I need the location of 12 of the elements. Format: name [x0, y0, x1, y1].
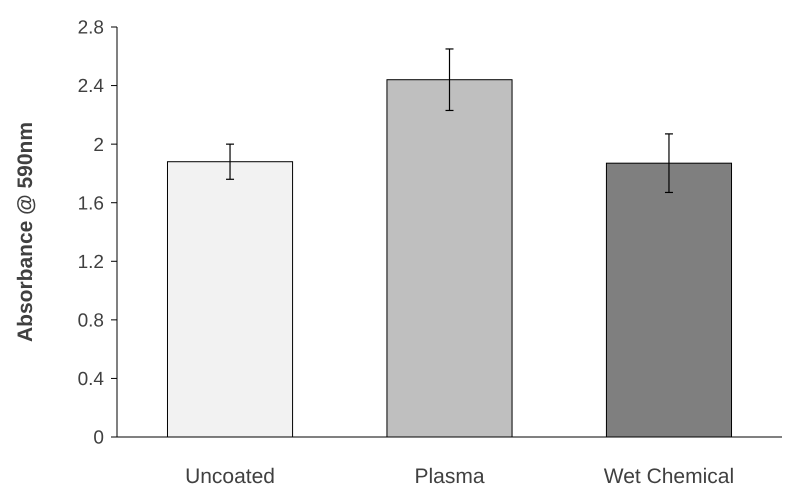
y-tick-label: 0: [93, 428, 104, 449]
y-tick-label: 2: [93, 134, 104, 156]
x-tick-label: Uncoated: [185, 465, 275, 488]
y-tick-label: 0.8: [78, 310, 104, 332]
x-tick-label: Plasma: [414, 465, 485, 488]
y-tick-label: 2.8: [78, 18, 104, 39]
y-axis-title: Absorbance @ 590nm: [14, 122, 37, 342]
y-tick-label: 0.4: [78, 369, 104, 390]
y-tick-label: 1.2: [78, 252, 104, 273]
y-tick-label: 2.4: [78, 76, 104, 98]
x-tick-label: Wet Chemical: [604, 465, 734, 488]
y-tick-label: 1.6: [78, 193, 104, 214]
